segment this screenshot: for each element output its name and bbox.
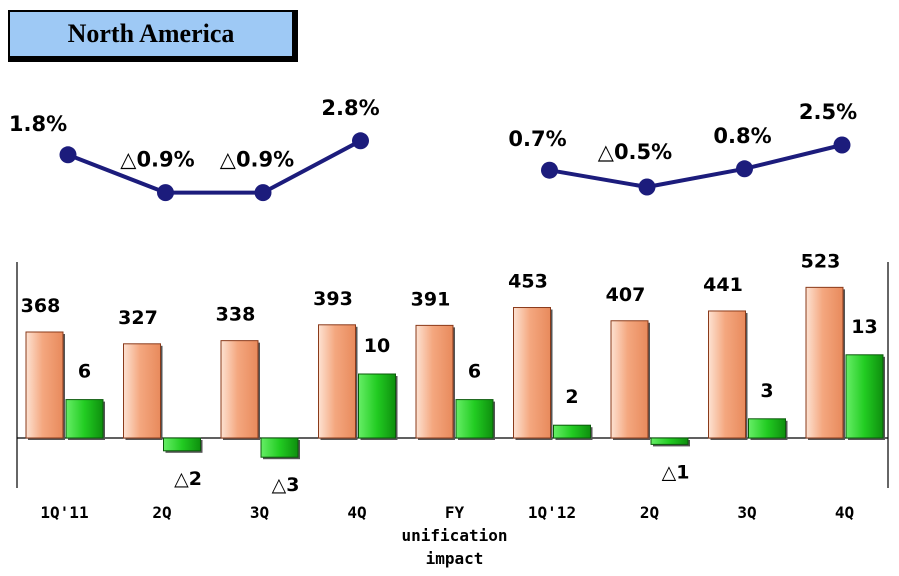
bar-change	[845, 354, 884, 439]
growth-line	[67, 139, 362, 195]
category-label: 3Q	[250, 503, 269, 522]
chart-title: North America	[67, 19, 235, 48]
bar-main	[25, 331, 64, 439]
category-label: unification	[402, 526, 508, 545]
bar-change	[455, 399, 494, 439]
bar-change	[748, 418, 786, 439]
bar-change-value-label: 3	[760, 380, 773, 402]
growth-point	[541, 161, 558, 179]
growth-label: 1.8%	[9, 112, 67, 136]
bar-change	[650, 437, 689, 445]
category-label: 1Q'12	[528, 503, 576, 522]
bar-main	[220, 340, 259, 439]
bar-change-value-label: 6	[78, 361, 91, 383]
bar-change-value-label: 2	[565, 386, 578, 408]
growth-point	[638, 178, 656, 196]
bar-main	[513, 307, 551, 439]
bar-change-value-label: 13	[851, 316, 877, 338]
title-panel: North America	[8, 10, 294, 58]
growth-label: 0.8%	[713, 124, 771, 148]
bar-main	[610, 320, 649, 439]
growth-label: 2.5%	[799, 100, 857, 124]
category-label: 2Q	[152, 503, 171, 522]
growth-point	[157, 184, 174, 202]
bar-main-value-label: 453	[508, 271, 548, 293]
bar-change-value-label: 10	[364, 335, 390, 357]
bar-main-value-label: 393	[313, 288, 353, 310]
growth-label: 2.8%	[321, 96, 379, 120]
bar-change-value-label: 6	[468, 361, 481, 383]
bar-main	[708, 310, 746, 439]
bar-change	[260, 437, 299, 458]
bar-change-value-label: △2	[174, 468, 202, 490]
growth-label: △0.5%	[598, 140, 672, 164]
category-label: 4Q	[835, 503, 854, 522]
category-label: 4Q	[347, 503, 366, 522]
bar-main-value-label: 441	[703, 274, 743, 296]
growth-point	[833, 136, 851, 154]
growth-label: 0.7%	[508, 127, 566, 151]
bar-main-value-label: 368	[21, 295, 61, 317]
bar-change	[65, 399, 104, 439]
growth-point	[59, 146, 77, 164]
growth-line	[549, 143, 843, 189]
bar-change-value-label: △3	[272, 474, 300, 496]
bar-main	[415, 324, 454, 439]
bar-main	[318, 324, 356, 439]
growth-point	[254, 184, 272, 202]
title-box: North America	[8, 10, 298, 62]
bar-main	[123, 343, 161, 439]
category-label: 2Q	[640, 503, 659, 522]
bar-change	[553, 424, 591, 439]
bar-main-value-label: 407	[606, 284, 646, 306]
category-label: 1Q'11	[40, 503, 88, 522]
growth-point	[736, 160, 753, 178]
growth-label: △0.9%	[120, 148, 194, 172]
bar-main-value-label: 391	[411, 288, 451, 310]
bar-change	[163, 437, 201, 452]
bar-main-value-label: 523	[801, 250, 841, 272]
bar-main-value-label: 338	[216, 304, 256, 326]
category-label: 3Q	[737, 503, 756, 522]
bar-main-value-label: 327	[118, 307, 158, 329]
growth-point	[352, 132, 369, 150]
bar-change	[358, 373, 396, 439]
growth-label: △0.9%	[220, 148, 294, 172]
category-label: FY	[445, 503, 465, 522]
bar-main	[805, 286, 844, 439]
bar-change-value-label: △1	[662, 461, 690, 483]
category-label: impact	[426, 549, 484, 568]
